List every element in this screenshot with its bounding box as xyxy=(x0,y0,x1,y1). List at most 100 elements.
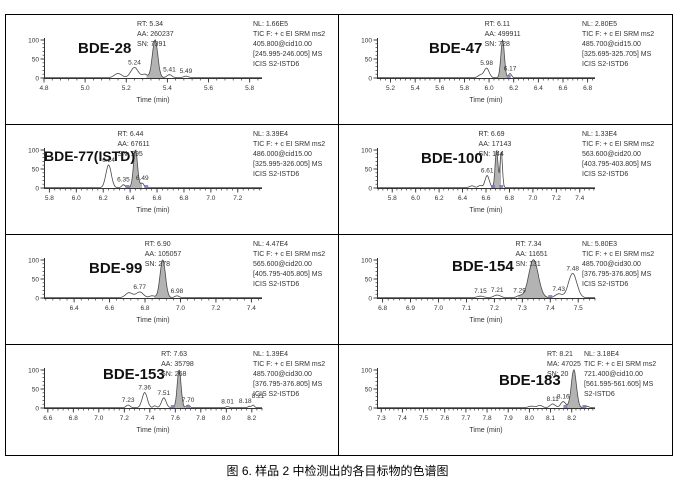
peak-info-block: RT: 6.44 AA: 67611 SN: 295 xyxy=(118,130,150,160)
scan-header-block: NL: 1.66E5 TIC F: + c EI SRM ms2 405.800@c… xyxy=(253,20,338,70)
peak-info-line: AA: 499911 xyxy=(484,31,521,38)
chromatogram-panel-bde-99: 6.4 6.6 6.8 7.0 7.2 7.4 Time (min) 0 50 100 6.77 6.… xyxy=(6,235,339,345)
peak-info-line: AA: 260237 xyxy=(137,31,174,38)
tick-label: 7.4 xyxy=(247,305,256,312)
chromatogram-trace xyxy=(377,368,595,409)
peak-info-line: RT: 6.44 xyxy=(117,131,144,138)
peak-rt-label: 6.98 xyxy=(171,288,184,295)
peak-base-marker xyxy=(491,185,496,189)
peak-info-line: SN: 7391 xyxy=(137,41,167,48)
chromatogram-panel-bde-28: 4.8 5.0 5.2 5.4 5.6 5.8 Time (min) 0 50 100 5.24 5.… xyxy=(6,15,339,125)
chromatogram-chart: 6.4 6.6 6.8 7.0 7.2 7.4 Time (min) 0 50 100 6.77 6.… xyxy=(28,258,262,324)
peak-rt-label: 6.77 xyxy=(133,284,146,291)
tick-label: 5.0 xyxy=(81,85,90,92)
scan-header-block: NL: 3.18E4 TIC F: + c EI SRM ms2 721.400@c… xyxy=(584,350,672,400)
scan-header-line: 565.600@cid20.00 xyxy=(253,261,312,268)
chromatogram-trace xyxy=(44,39,262,79)
peak-rt-label: 8.18 xyxy=(239,398,252,405)
peak-info-line: SN: 20 xyxy=(547,371,569,378)
tick-label: 7.8 xyxy=(196,415,205,422)
scan-header-line: NL: 1.66E5 xyxy=(253,21,289,28)
tick-label: 6.8 xyxy=(141,305,150,312)
peak-rt-label: 6.49 xyxy=(136,175,149,182)
chromatogram-panel-bde-154: 6.8 6.9 7.0 7.1 7.2 7.3 7.4 7.5 Time (min) 0 50 100… xyxy=(339,235,672,345)
scan-header-line: NL: 1.33E4 xyxy=(582,131,618,138)
scan-header-line: TIC F: + c EI SRM ms2 xyxy=(582,141,655,148)
chromatogram-trace xyxy=(44,259,262,299)
tick-label: 5.4 xyxy=(163,85,172,92)
scan-header-line: 563.600@cid20.00 xyxy=(582,151,641,158)
scan-header-line: NL: 3.39E4 xyxy=(253,131,289,138)
peak-rt-label: 5.24 xyxy=(128,59,141,66)
tick-label: 0 xyxy=(35,76,39,83)
x-axis-label: Time (min) xyxy=(469,317,502,324)
peak-rt-label: 5.49 xyxy=(180,68,193,75)
tick-label: 6.6 xyxy=(43,415,52,422)
peak-rt-label: 7.23 xyxy=(122,397,135,404)
peak-rt-label: 7.36 xyxy=(138,384,151,391)
tick-label: 50 xyxy=(32,277,40,284)
tick-label: 6.0 xyxy=(485,85,494,92)
tick-label: 100 xyxy=(28,258,39,265)
tick-label: 0 xyxy=(368,406,372,413)
peak-rt-label: 7.51 xyxy=(158,390,171,397)
tick-label: 7.5 xyxy=(419,415,428,422)
tick-label: 7.0 xyxy=(434,305,443,312)
tick-label: 5.2 xyxy=(386,85,395,92)
peak-info-line: AA: 17143 xyxy=(478,141,512,148)
chromatogram-chart: 5.2 5.4 5.6 5.8 6.0 6.2 6.4 6.6 6.8 Time (min) 0 50… xyxy=(361,38,595,104)
compound-label: BDE-99 xyxy=(89,260,143,277)
peak-rt-label: 6.61 xyxy=(481,168,494,175)
tick-label: 7.8 xyxy=(483,415,492,422)
scan-header-line: ICIS S2-ISTD6 xyxy=(253,171,300,178)
tick-label: 50 xyxy=(32,57,40,64)
scan-header-line: [325.695-325.705] MS xyxy=(582,51,652,58)
tick-label: 100 xyxy=(28,368,39,375)
tick-label: 5.2 xyxy=(122,85,131,92)
x-axis-label: Time (min) xyxy=(469,207,502,214)
peak-info-line: RT: 7.34 xyxy=(515,241,542,248)
tick-label: 50 xyxy=(365,57,373,64)
main-peak-fill xyxy=(518,259,549,298)
compound-label: BDE-47 xyxy=(429,40,483,57)
peak-info-line: RT: 6.11 xyxy=(484,21,511,28)
tick-label: 7.9 xyxy=(504,415,513,422)
tick-label: 8.1 xyxy=(546,415,555,422)
scan-header-line: [325.995-326.005] MS xyxy=(253,161,323,168)
peak-rt-label: 8.01 xyxy=(221,399,234,406)
scan-header-line: ICIS S2-ISTD6 xyxy=(253,281,300,288)
scan-header-block: NL: 4.47E4 TIC F: + c EI SRM ms2 565.600@c… xyxy=(253,240,338,290)
scan-header-line: TIC F: + c EI SRM ms2 xyxy=(582,31,655,38)
tick-label: 5.4 xyxy=(411,85,420,92)
tick-label: 100 xyxy=(361,148,372,155)
chromatogram-panel-bde-183: 7.3 7.4 7.5 7.6 7.7 7.8 7.9 8.0 8.1 8.2 Time (min)… xyxy=(339,345,672,455)
peak-info-line: AA: 35798 xyxy=(161,361,194,368)
scan-header-line: [376.795-376.805] MS xyxy=(253,381,323,388)
tick-label: 100 xyxy=(28,148,39,155)
tick-label: 6.6 xyxy=(481,195,490,202)
tick-label: 8.2 xyxy=(247,415,256,422)
compound-label: BDE-28 xyxy=(78,40,132,57)
peak-info-line: RT: 7.63 xyxy=(161,351,188,358)
scan-header-line: NL: 4.47E4 xyxy=(253,241,289,248)
scan-header-line: TIC F: + c EI SRM ms2 xyxy=(582,251,655,258)
scan-header-line: TIC F: + c EI SRM ms2 xyxy=(253,31,326,38)
peak-rt-label: 5.98 xyxy=(480,60,493,67)
scan-header-line: 405.800@cid10.00 xyxy=(253,41,312,48)
figure-caption: 图 6. 样品 2 中检测出的各目标物的色谱图 xyxy=(226,464,449,478)
tick-label: 7.2 xyxy=(120,415,129,422)
tick-label: 6.0 xyxy=(72,195,81,202)
compound-label: BDE-154 xyxy=(452,258,514,275)
chromatogram-chart: 7.3 7.4 7.5 7.6 7.7 7.8 7.9 8.0 8.1 8.2 Time (min)… xyxy=(361,368,595,434)
peak-info-block: RT: 7.63 AA: 35798 SN: 268 xyxy=(161,350,194,380)
tick-label: 8.2 xyxy=(567,415,576,422)
tick-label: 7.1 xyxy=(462,305,471,312)
tick-label: 0 xyxy=(35,186,39,193)
tick-label: 7.3 xyxy=(377,415,386,422)
tick-label: 100 xyxy=(28,38,39,45)
tick-label: 5.6 xyxy=(204,85,213,92)
tick-label: 7.3 xyxy=(518,305,527,312)
peak-rt-label: 7.15 xyxy=(474,288,487,295)
chromatogram-trace xyxy=(44,149,262,189)
tick-label: 6.0 xyxy=(411,195,420,202)
